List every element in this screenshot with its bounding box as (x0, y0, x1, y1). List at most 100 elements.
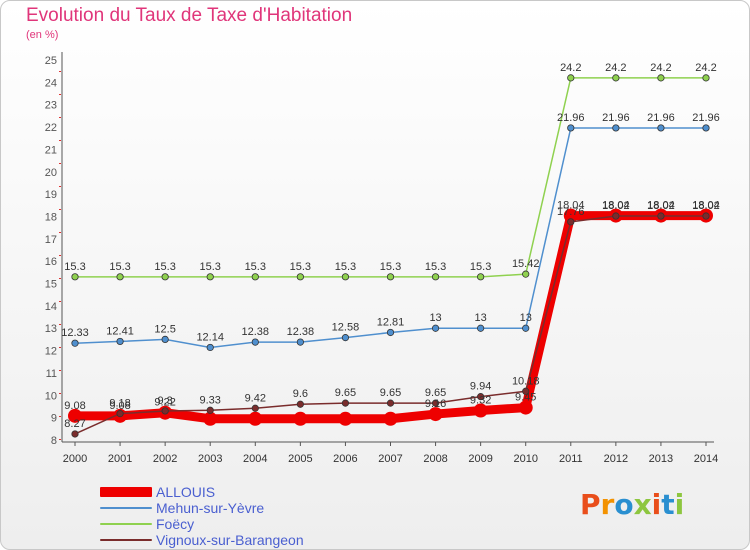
data-label: 15.3 (245, 261, 266, 273)
x-tick-label: 2012 (604, 453, 628, 465)
data-label: 9.18 (109, 398, 130, 410)
data-label: 24.2 (560, 62, 581, 74)
y-tick-label: 12 (45, 346, 57, 358)
legend-item: Mehun-sur-Yèvre (100, 500, 400, 516)
data-label: 24.2 (605, 62, 626, 74)
data-label: 12.38 (287, 326, 315, 338)
data-label: 12.41 (106, 325, 134, 337)
data-point (341, 399, 350, 407)
data-point (251, 404, 259, 412)
data-point (477, 324, 485, 332)
y-tick-label: 22 (45, 122, 57, 134)
data-point (567, 124, 575, 132)
y-tick-label: 24 (45, 77, 57, 89)
data-point (477, 273, 485, 281)
data-point (296, 338, 304, 346)
data-label: 15.3 (290, 261, 311, 273)
data-label: 24.2 (650, 62, 671, 74)
data-point (116, 337, 124, 346)
y-tick-label: 10 (45, 390, 57, 402)
data-point (341, 334, 350, 342)
data-point (702, 74, 710, 82)
data-label: 12.81 (377, 316, 405, 328)
data-point (116, 410, 124, 418)
x-tick-label: 2008 (423, 453, 447, 465)
data-point (341, 273, 350, 281)
data-point (251, 273, 259, 281)
logo-letter: x (633, 488, 652, 521)
data-point (296, 400, 304, 408)
x-tick-label: 2006 (333, 453, 357, 465)
data-point (431, 273, 440, 281)
data-point (522, 324, 530, 332)
data-label: 13 (429, 312, 441, 324)
x-tick-label: 2005 (288, 453, 312, 465)
data-point-allouis (203, 411, 218, 426)
y-tick-label: 21 (45, 144, 57, 156)
data-point (206, 273, 214, 281)
data-point (161, 335, 169, 344)
data-label: 21.96 (602, 112, 630, 124)
legend-swatch (100, 539, 152, 541)
data-label: 9.3 (157, 395, 172, 407)
y-tick-label: 13 (45, 323, 57, 335)
data-point (161, 273, 169, 281)
legend-label: Vignoux-sur-Barangeon (156, 532, 304, 548)
legend-item: Vignoux-sur-Barangeon (100, 532, 400, 548)
data-point (251, 338, 259, 346)
series-line-2 (75, 77, 706, 278)
data-label: 18.04 (647, 200, 675, 212)
data-label: 21.96 (692, 112, 720, 124)
data-label: 18.02 (602, 200, 630, 212)
data-point (567, 218, 575, 226)
data-label: 12.5 (154, 323, 175, 335)
y-tick-label: 15 (45, 279, 57, 291)
x-tick-label: 2013 (649, 453, 673, 465)
data-label: 9.65 (380, 387, 401, 399)
y-tick-label: 14 (45, 301, 57, 313)
data-label: 15.3 (425, 261, 446, 273)
y-tick-label: 8 (51, 435, 57, 447)
data-point (206, 343, 214, 352)
legend-item: ALLOUIS (100, 484, 400, 500)
data-point (161, 407, 169, 415)
data-label: 24.2 (695, 62, 716, 74)
data-point (71, 339, 79, 347)
x-tick-label: 2000 (63, 453, 87, 465)
data-point (612, 124, 620, 132)
data-label: 18.02 (647, 200, 675, 212)
data-label: 15.3 (380, 261, 401, 273)
x-tick-label: 2009 (468, 453, 492, 465)
data-point (702, 124, 710, 132)
x-tick-label: 2004 (243, 453, 267, 465)
data-point-allouis (293, 411, 308, 426)
x-tick-label: 2002 (153, 453, 177, 465)
data-point-allouis (248, 411, 263, 426)
data-point (477, 393, 485, 401)
data-label: 9.6 (293, 388, 308, 400)
data-label: 9.65 (425, 387, 446, 399)
logo-letter: t (661, 488, 675, 521)
data-point (386, 399, 395, 407)
data-point (612, 212, 620, 220)
data-label: 8.27 (64, 418, 85, 430)
data-label: 18.04 (692, 200, 720, 212)
y-tick-label: 16 (45, 256, 57, 268)
data-label: 21.96 (557, 112, 585, 124)
y-tick-label: 17 (45, 234, 57, 246)
data-label: 9.08 (109, 400, 130, 412)
series-line-1 (74, 127, 706, 349)
y-tick-label: 23 (45, 100, 57, 112)
data-label: 12.58 (332, 322, 360, 334)
data-label: 18.02 (692, 200, 720, 212)
data-point (702, 212, 710, 220)
x-tick-label: 2001 (108, 453, 132, 465)
data-label: 9.16 (425, 398, 446, 410)
y-tick-label: 19 (45, 189, 57, 201)
data-point-allouis (473, 403, 488, 418)
data-point (116, 273, 124, 281)
data-point (567, 74, 575, 82)
logo-letter: P (580, 488, 601, 521)
legend-label: Foëcy (156, 516, 195, 532)
